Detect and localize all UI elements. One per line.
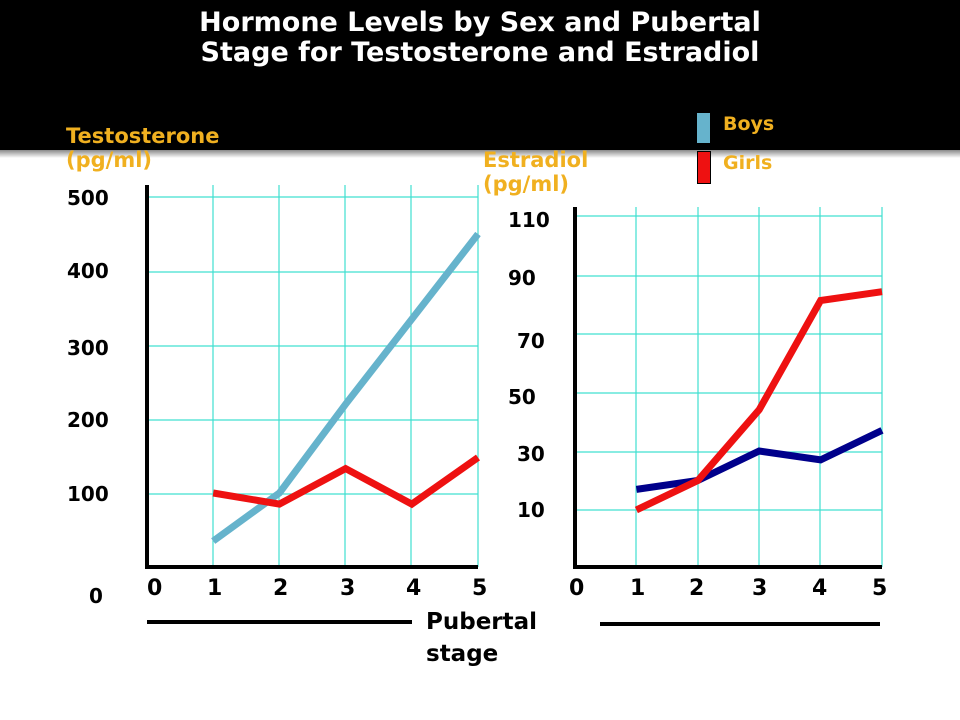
e-xtick-3: 3	[752, 576, 768, 601]
t-xtick-1: 1	[207, 576, 223, 601]
t-xtick-4: 4	[406, 576, 422, 601]
t-ytick-400: 400	[67, 259, 109, 283]
e-xtick-1: 1	[630, 576, 646, 601]
t-ytick-300: 300	[67, 336, 109, 360]
legend-girls-swatch	[697, 151, 711, 184]
slide-title: Hormone Levels by Sex and Pubertal Stage…	[199, 7, 761, 68]
estradiol-girls-line	[634, 288, 883, 514]
series-lines	[211, 231, 884, 544]
t-xtick-2: 2	[273, 576, 289, 601]
e-ytick-70: 70	[517, 329, 545, 353]
legend-boys-label: Boys	[723, 113, 775, 135]
e-ytick-30: 30	[517, 442, 545, 466]
t-ytick-0: 0	[89, 584, 103, 608]
testosterone-y-label: Testosterone (pg/ml)	[66, 124, 220, 172]
t-xtick-0: 0	[147, 576, 163, 601]
e-xtick-2: 2	[689, 576, 705, 601]
t-xtick-3: 3	[340, 576, 356, 601]
testosterone-boys-line	[211, 231, 481, 544]
e-xtick-5: 5	[872, 576, 888, 601]
e-xtick-0: 0	[569, 576, 585, 601]
estradiol-y-label: Estradiol (pg/ml)	[483, 148, 589, 196]
title-shadow	[0, 150, 960, 158]
e-ytick-50: 50	[508, 385, 536, 409]
testosterone-girls-line	[212, 454, 481, 509]
e-ytick-90: 90	[508, 266, 536, 290]
t-ytick-100: 100	[67, 482, 109, 506]
t-ytick-200: 200	[67, 408, 109, 432]
t-ytick-500: 500	[67, 186, 109, 210]
x-axis-title-text: Pubertal stage	[426, 609, 538, 667]
title-bar	[0, 0, 960, 150]
e-ytick-110: 110	[508, 208, 550, 232]
x-axis-title: Pubertal stage	[426, 606, 556, 670]
e-xtick-4: 4	[812, 576, 828, 601]
estradiol-boys-line	[635, 427, 884, 493]
axes	[145, 185, 882, 626]
e-ytick-10: 10	[517, 498, 545, 522]
legend-girls-label: Girls	[723, 152, 773, 174]
t-xtick-5: 5	[472, 576, 488, 601]
legend-boys-swatch	[697, 113, 710, 143]
